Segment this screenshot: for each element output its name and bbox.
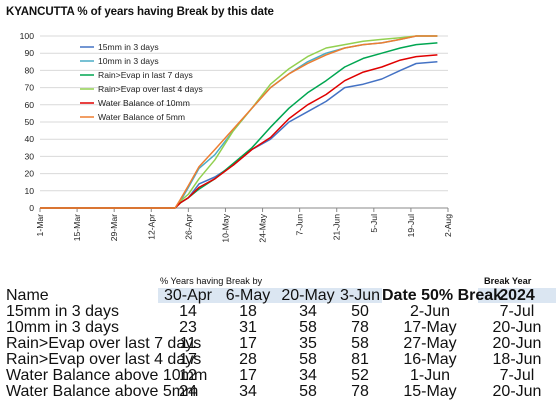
y-tick-label: 50: [24, 117, 34, 127]
date50-header: Date 50% Break: [382, 287, 503, 304]
row-value: 81: [351, 351, 369, 368]
line-chart: 0 10 20 30 40 50 60 70 80 90 100 1-Mar 15-Mar 29-Mar 1…: [20, 31, 453, 243]
row-value: 34: [239, 383, 257, 400]
row-value: 14: [179, 303, 197, 320]
date-header: 20-May: [281, 287, 335, 304]
row-break-date: 7-Jul: [499, 303, 535, 320]
y-tick-label: 20: [24, 169, 34, 179]
legend-label: Water Balance of 5mm: [98, 112, 185, 122]
table-row: 10mm in 3 days 23 31 58 78 17-May 20-Jun: [0, 319, 556, 336]
x-tick-label: 5-Jul: [369, 214, 379, 233]
row-date50: 1-Jun: [409, 367, 451, 384]
legend-label: Rain>Evap over last 4 days: [98, 84, 203, 94]
table-row: Water Balance above 5mm 24 34 58 78 15-May 20-…: [0, 383, 556, 400]
row-name: Water Balance above 10mm: [6, 367, 208, 384]
row-value: 17: [239, 335, 257, 352]
row-value: 78: [351, 383, 369, 400]
legend-label: 10mm in 3 days: [98, 56, 159, 66]
y-tick-label: 70: [24, 83, 34, 93]
date-header-band: [158, 288, 382, 303]
series-line: [40, 54, 438, 209]
x-tick-label: 15-Mar: [72, 214, 82, 241]
legend-label: Water Balance of 10mm: [98, 98, 190, 108]
row-value: 12: [179, 367, 197, 384]
y-tick-label: 90: [24, 48, 34, 58]
row-date50: 17-May: [403, 319, 457, 336]
row-date50: 2-Jun: [409, 303, 451, 320]
group-header: % Years having Break by: [160, 276, 263, 286]
x-tick-label: 19-Jul: [406, 214, 416, 237]
table-row: Water Balance above 10mm 12 17 34 52 1-Jun 7-J…: [0, 367, 556, 384]
date-header: 30-Apr: [163, 287, 213, 304]
x-tick-label: 7-Jun: [295, 214, 305, 236]
row-value: 50: [351, 303, 369, 320]
row-name: Rain>Evap over last 4 days: [6, 351, 202, 368]
row-value: 58: [299, 319, 317, 336]
chart-title: KYANCUTTA % of years having Break by thi…: [6, 6, 274, 18]
row-break-date: 7-Jul: [499, 367, 535, 384]
legend-label: 15mm in 3 days: [98, 42, 159, 52]
date-header: 6-May: [225, 287, 271, 304]
name-header: Name: [6, 287, 49, 304]
row-value: 24: [179, 383, 197, 400]
y-tick-label: 10: [24, 186, 34, 196]
y-tick-label: 30: [24, 151, 34, 161]
row-value: 34: [299, 303, 317, 320]
row-date50: 15-May: [403, 383, 457, 400]
row-break-date: 20-Jun: [492, 383, 542, 400]
row-break-date: 18-Jun: [492, 351, 542, 368]
row-value: 31: [239, 319, 257, 336]
row-value: 23: [179, 319, 197, 336]
row-value: 52: [351, 367, 369, 384]
break-year-value: 2024: [499, 287, 535, 304]
row-value: 11: [179, 335, 197, 352]
legend-label: Rain>Evap in last 7 days: [98, 70, 193, 80]
row-value: 58: [351, 335, 369, 352]
y-tick-label: 100: [20, 31, 35, 41]
table-row: Rain>Evap over last 7 days 11 17 35 58 27-May…: [0, 335, 556, 352]
table-row: 15mm in 3 days 14 18 34 50 2-Jun 7-Jul: [0, 303, 556, 320]
row-date50: 27-May: [403, 335, 457, 352]
y-tick-label: 80: [24, 65, 34, 75]
x-tick-label: 2-Aug: [443, 214, 453, 237]
series-line: [40, 35, 438, 209]
row-name: 15mm in 3 days: [6, 303, 119, 320]
row-value: 58: [299, 383, 317, 400]
row-break-date: 20-Jun: [492, 319, 542, 336]
x-tick-label: 12-Apr: [146, 214, 156, 240]
year-header-band: [478, 288, 556, 303]
series-line: [40, 35, 438, 209]
row-value: 18: [239, 303, 257, 320]
break-year-header: Break Year: [484, 276, 532, 286]
x-tick-label: 26-Apr: [183, 214, 193, 240]
table-header-row: Name 30-Apr 6-May 20-May 3-Jun Date 50% …: [0, 287, 556, 304]
x-tick-label: 21-Jun: [332, 214, 342, 240]
row-value: 78: [351, 319, 369, 336]
row-value: 35: [299, 335, 317, 352]
row-date50: 16-May: [403, 351, 457, 368]
x-tick-label: 29-Mar: [109, 214, 119, 241]
row-value: 28: [239, 351, 257, 368]
y-tick-label: 60: [24, 100, 34, 110]
y-tick-label: 0: [29, 203, 34, 213]
row-value: 17: [179, 351, 197, 368]
row-value: 17: [239, 367, 257, 384]
table-row: Rain>Evap over last 4 days 17 28 58 81 16-May…: [0, 351, 556, 368]
x-tick-label: 24-May: [258, 213, 268, 242]
date-header: 3-Jun: [339, 287, 381, 304]
row-value: 58: [299, 351, 317, 368]
row-name: 10mm in 3 days: [6, 319, 119, 336]
row-name: Water Balance above 5mm: [6, 383, 199, 400]
x-tick-label: 10-May: [220, 213, 230, 242]
y-tick-label: 40: [24, 134, 34, 144]
x-tick-label: 1-Mar: [35, 214, 45, 237]
row-break-date: 20-Jun: [492, 335, 542, 352]
row-name: Rain>Evap over last 7 days: [6, 335, 202, 352]
row-value: 34: [299, 367, 317, 384]
